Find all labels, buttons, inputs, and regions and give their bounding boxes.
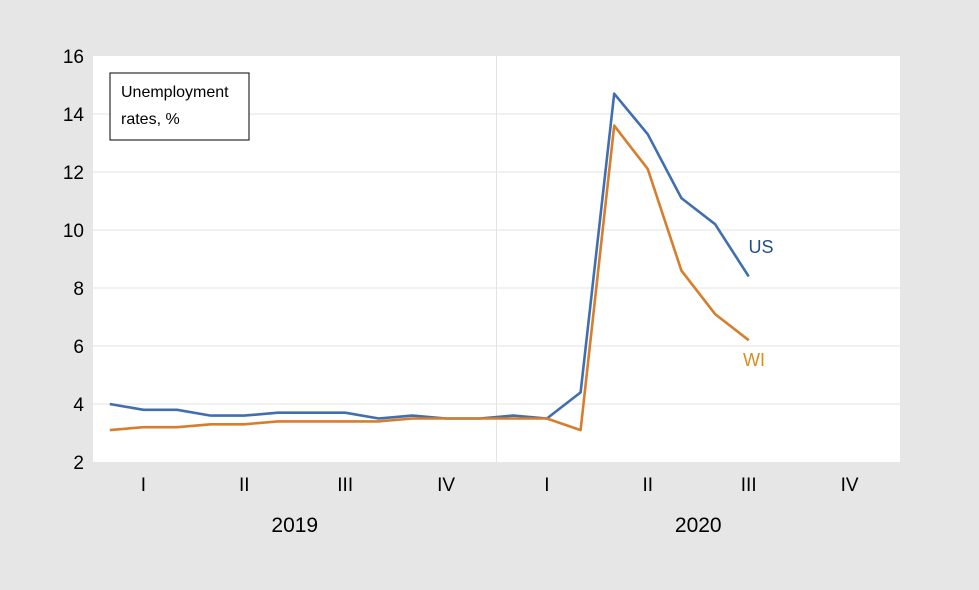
legend-box: Unemployment rates, % bbox=[109, 72, 250, 141]
series-label-us: US bbox=[748, 237, 773, 257]
y-tick-label: 6 bbox=[73, 337, 84, 358]
x-tick-label: IV bbox=[841, 475, 859, 496]
x-tick-label: II bbox=[239, 475, 250, 496]
year-labels: 2019 2020 bbox=[271, 514, 721, 537]
series-lines bbox=[109, 92, 750, 432]
y-tick-label: 14 bbox=[63, 105, 85, 126]
x-tick-label: III bbox=[741, 475, 757, 496]
x-tick-label: IV bbox=[437, 475, 455, 496]
x-tick-label: III bbox=[337, 475, 353, 496]
y-tick-label: 12 bbox=[63, 163, 84, 184]
series-label-wi: WI bbox=[743, 350, 765, 370]
grid bbox=[93, 56, 900, 462]
y-tick-label: 4 bbox=[73, 395, 84, 416]
y-tick-label: 16 bbox=[63, 47, 84, 68]
series-line-us bbox=[109, 92, 750, 420]
y-tick-label: 8 bbox=[73, 279, 84, 300]
x-tick-label: I bbox=[141, 475, 146, 496]
series-line-wi bbox=[109, 124, 750, 432]
legend-line-2: rates, % bbox=[121, 111, 180, 128]
y-tick-label: 10 bbox=[63, 221, 84, 242]
year-label: 2020 bbox=[675, 514, 722, 537]
legend-line-1: Unemployment bbox=[121, 84, 229, 101]
x-tick-label: II bbox=[643, 475, 654, 496]
series-labels: US WI bbox=[743, 237, 774, 370]
x-tick-label: I bbox=[544, 475, 549, 496]
year-label: 2019 bbox=[271, 514, 318, 537]
y-tick-label: 2 bbox=[73, 453, 84, 474]
x-tick-labels: I II III IV I II III IV bbox=[141, 475, 859, 496]
y-tick-labels: 2 4 6 8 10 12 14 16 bbox=[63, 47, 85, 474]
